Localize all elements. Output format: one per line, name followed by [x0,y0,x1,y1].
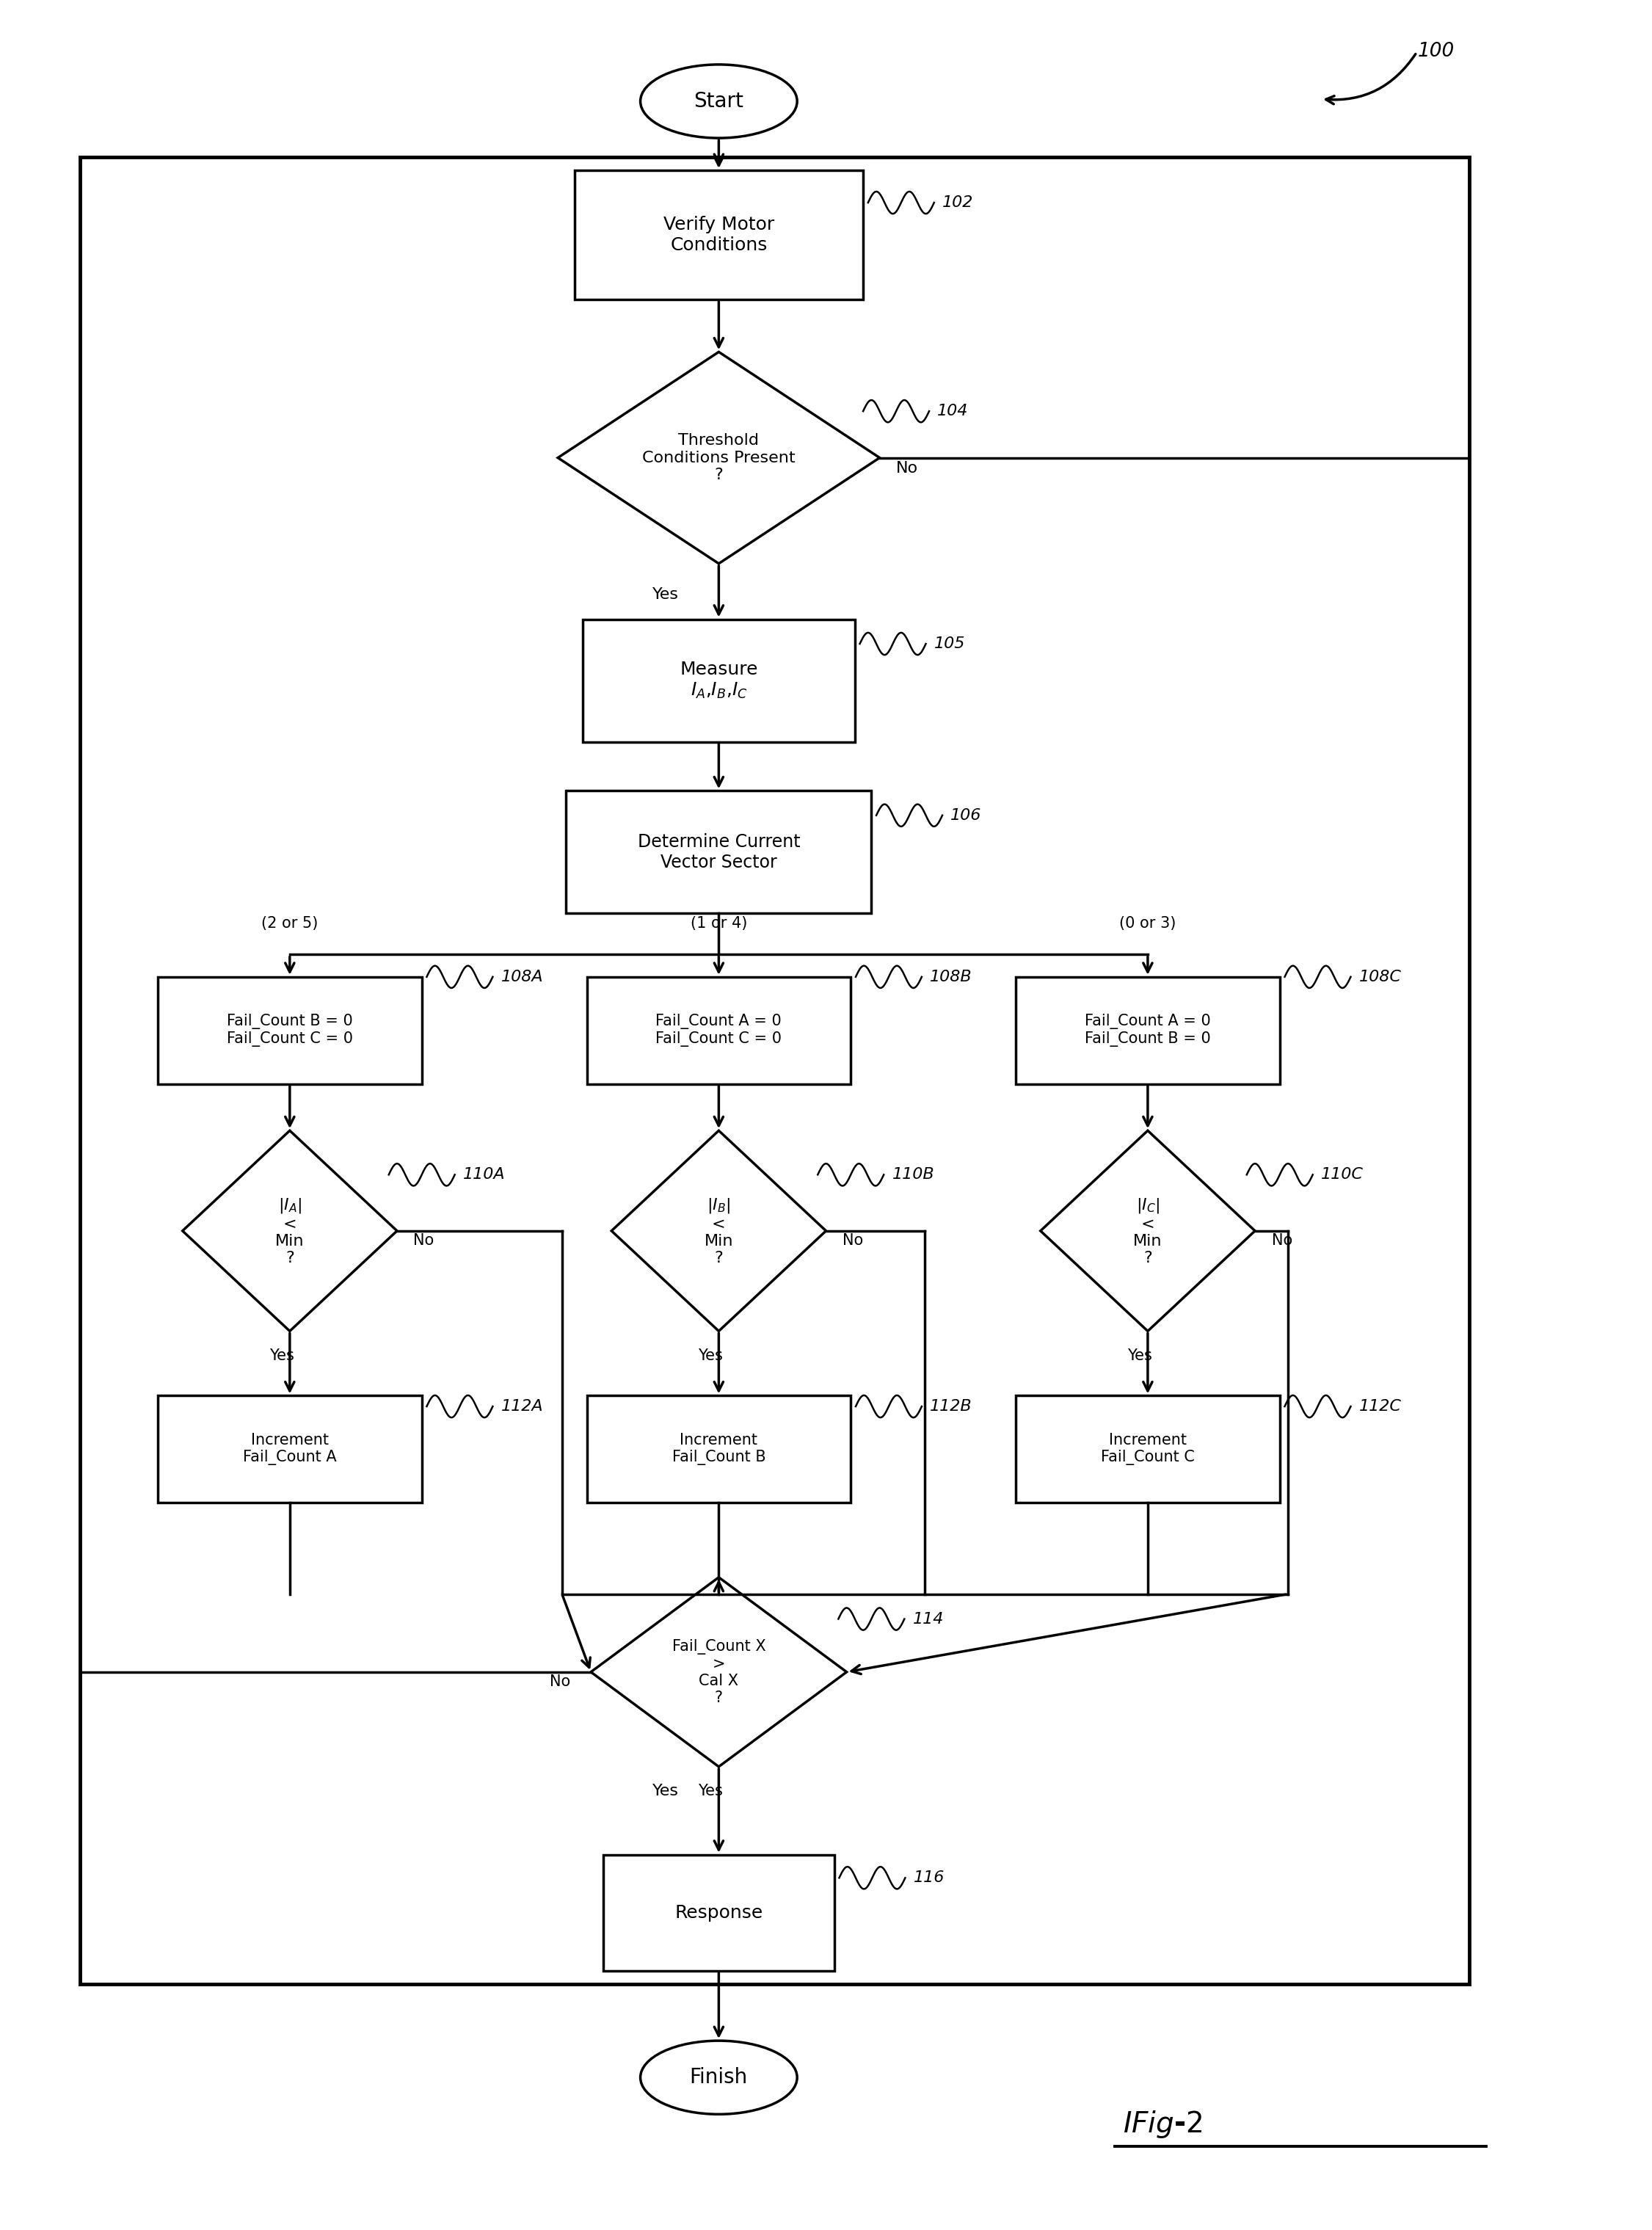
Text: Yes: Yes [653,586,679,602]
Text: $|I_A|$
<
Min
?: $|I_A|$ < Min ? [276,1195,304,1267]
Text: Response: Response [674,1904,763,1922]
Text: Increment
Fail_Count B: Increment Fail_Count B [672,1434,765,1465]
Text: No: No [550,1675,570,1688]
Text: Verify Motor
Conditions: Verify Motor Conditions [662,216,775,254]
Text: $\mathit{IFig}$-$\mathit{2}$: $\mathit{IFig}$-$\mathit{2}$ [1123,2110,1203,2141]
Text: (0 or 3): (0 or 3) [1120,917,1176,930]
Text: Fail_Count B = 0
Fail_Count C = 0: Fail_Count B = 0 Fail_Count C = 0 [226,1015,354,1046]
Text: Start: Start [694,91,743,112]
Text: Increment
Fail_Count A: Increment Fail_Count A [243,1434,337,1465]
Bar [603,1855,834,1971]
Text: Yes: Yes [269,1349,294,1363]
Text: Measure
$I_A$,$I_B$,$I_C$: Measure $I_A$,$I_B$,$I_C$ [679,660,758,700]
Text: 112B: 112B [930,1398,973,1414]
Text: No: No [843,1233,864,1249]
Text: 116: 116 [914,1871,945,1884]
Polygon shape [591,1577,846,1766]
Ellipse shape [641,65,798,138]
Bar [583,620,854,743]
Text: Yes: Yes [1127,1349,1151,1363]
Text: Fail_Count X
>
Cal X
?: Fail_Count X > Cal X ? [672,1639,765,1706]
Text: 102: 102 [942,196,973,210]
Polygon shape [558,352,879,564]
Text: Fail_Count A = 0
Fail_Count C = 0: Fail_Count A = 0 Fail_Count C = 0 [656,1015,781,1046]
Text: Increment
Fail_Count C: Increment Fail_Count C [1100,1434,1194,1465]
Text: Yes: Yes [699,1349,724,1363]
Ellipse shape [641,2040,798,2114]
Text: Determine Current
Vector Sector: Determine Current Vector Sector [638,834,800,872]
Text: 110C: 110C [1322,1166,1363,1182]
Text: 108B: 108B [930,970,973,983]
Text: (2 or 5): (2 or 5) [261,917,319,930]
Text: 112A: 112A [501,1398,544,1414]
Text: No: No [1272,1233,1292,1249]
Bar [81,156,1470,1985]
Text: Fail_Count A = 0
Fail_Count B = 0: Fail_Count A = 0 Fail_Count B = 0 [1085,1015,1211,1046]
Bar [586,977,851,1084]
Bar [575,169,862,299]
Text: 108C: 108C [1360,970,1401,983]
Bar [567,792,871,914]
Text: No: No [413,1233,434,1249]
Bar [1016,1396,1280,1503]
Bar [157,1396,421,1503]
Polygon shape [1041,1131,1256,1331]
Text: Yes: Yes [699,1784,724,1800]
Polygon shape [611,1131,826,1331]
Bar [1016,977,1280,1084]
Text: 114: 114 [912,1612,943,1626]
Bar [586,1396,851,1503]
Text: 112C: 112C [1360,1398,1401,1414]
Text: (1 or 4): (1 or 4) [691,917,747,930]
Text: $|I_C|$
<
Min
?: $|I_C|$ < Min ? [1133,1195,1163,1267]
Text: $|I_B|$
<
Min
?: $|I_B|$ < Min ? [704,1195,733,1267]
Text: Threshold
Conditions Present
?: Threshold Conditions Present ? [643,433,795,482]
Text: Yes: Yes [653,1784,679,1800]
Bar [157,977,421,1084]
Text: 104: 104 [937,404,968,419]
Text: 110B: 110B [892,1166,935,1182]
Text: 108A: 108A [501,970,544,983]
Text: 100: 100 [1417,42,1455,60]
Text: 105: 105 [933,636,965,651]
Text: 110A: 110A [463,1166,506,1182]
Polygon shape [182,1131,396,1331]
Text: 106: 106 [950,807,981,823]
Text: Finish: Finish [689,2067,748,2087]
Text: No: No [895,462,919,475]
